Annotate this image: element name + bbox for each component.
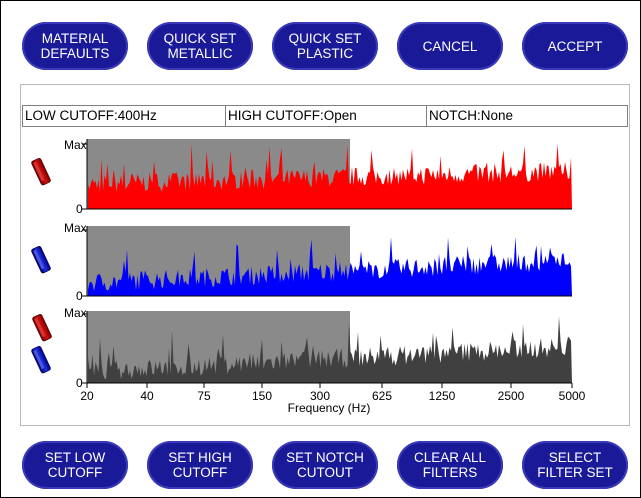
clear-all-filters-button[interactable]: CLEAR ALL FILTERS [397,441,503,489]
accept-button[interactable]: ACCEPT [522,22,628,70]
quick-set-metallic-button[interactable]: QUICK SET METALLIC [147,22,253,70]
filter-status-bar: LOW CUTOFF:400Hz HIGH CUTOFF:Open NOTCH:… [22,105,628,127]
quick-set-plastic-button[interactable]: QUICK SET PLASTIC [272,22,378,70]
material-defaults-button[interactable]: MATERIAL DEFAULTS [22,22,128,70]
set-low-cutoff-button[interactable]: SET LOW CUTOFF [22,441,128,489]
notch-status: NOTCH:None [429,108,514,123]
high-cutoff-status: HIGH CUTOFF:Open [226,106,427,126]
set-high-cutoff-button[interactable]: SET HIGH CUTOFF [147,441,253,489]
filter-panel [20,84,630,426]
cancel-button[interactable]: CANCEL [397,22,503,70]
low-cutoff-status: LOW CUTOFF:400Hz [23,106,226,126]
select-filter-set-button[interactable]: SELECT FILTER SET [522,441,628,489]
set-notch-cutout-button[interactable]: SET NOTCH CUTOUT [272,441,378,489]
